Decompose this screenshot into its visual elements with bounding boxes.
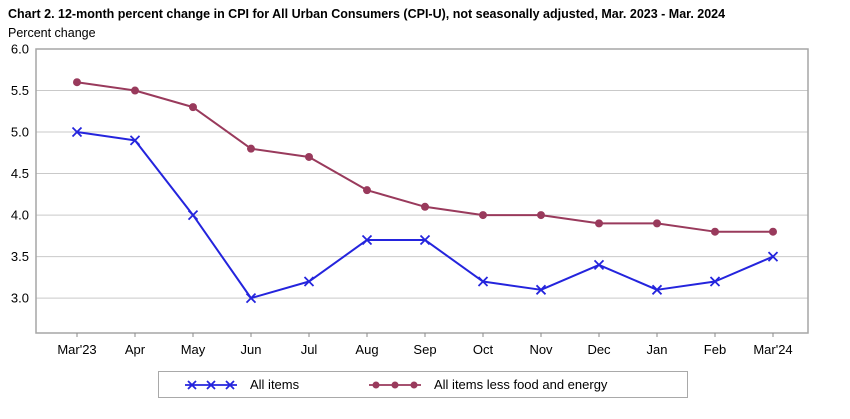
svg-text:Apr: Apr [125, 342, 146, 357]
svg-text:May: May [181, 342, 206, 357]
svg-text:Mar'24: Mar'24 [753, 342, 792, 357]
svg-text:Jun: Jun [241, 342, 262, 357]
svg-text:Nov: Nov [529, 342, 553, 357]
all-items-less-food-energy-line-marker-icon [369, 381, 421, 388]
all-items-line-marker-icon [185, 379, 237, 390]
svg-text:6.0: 6.0 [11, 44, 29, 57]
chart-legend: All items All items less food and energy [158, 371, 688, 398]
svg-text:4.0: 4.0 [11, 208, 29, 223]
legend-label-all-items-less-food-energy: All items less food and energy [434, 377, 608, 392]
legend-label-all-items: All items [250, 377, 300, 392]
svg-text:5.5: 5.5 [11, 83, 29, 98]
line-chart-plot: 3.0 3.5 4.0 4.5 5.0 5.5 6.0 Mar'23 Apr May Jun Jul A… [11, 44, 809, 357]
svg-text:4.5: 4.5 [11, 166, 29, 181]
svg-text:3.0: 3.0 [11, 291, 29, 306]
svg-text:Feb: Feb [704, 342, 726, 357]
svg-text:Aug: Aug [355, 342, 378, 357]
legend-item-all-items: All items [185, 372, 299, 397]
svg-text:Mar'23: Mar'23 [57, 342, 96, 357]
svg-text:3.5: 3.5 [11, 249, 29, 264]
svg-text:Sep: Sep [413, 342, 436, 357]
svg-text:Dec: Dec [587, 342, 611, 357]
legend-item-all-items-less-food-energy: All items less food and energy [369, 372, 607, 397]
svg-text:5.0: 5.0 [11, 125, 29, 140]
y-axis-unit-label: Percent change [8, 26, 96, 40]
chart-title: Chart 2. 12-month percent change in CPI … [8, 7, 726, 21]
svg-text:Oct: Oct [473, 342, 494, 357]
svg-text:Jul: Jul [301, 342, 318, 357]
svg-text:Jan: Jan [647, 342, 668, 357]
